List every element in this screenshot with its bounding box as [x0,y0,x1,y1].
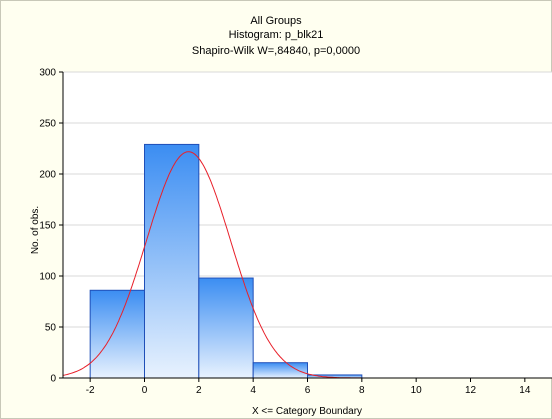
x-tick-label-1: 0 [142,385,148,396]
chart-subtitle: Histogram: p_blk21 [228,29,324,41]
y-tick-label-3: 150 [39,221,56,232]
normal-fit-curve [63,151,552,378]
x-axis-ticks: -2 0 2 4 6 8 10 12 14 [86,378,531,396]
x-tick-label-7: 12 [465,385,477,396]
x-axis-label: X <= Category Boundary [252,406,362,417]
y-tick-label-5: 250 [39,119,56,130]
histogram-bar-0 [89,289,145,379]
chart-test-statistic: Shapiro-Wilk W=,84840, p=0,0000 [191,45,361,57]
x-tick-label-6: 10 [411,385,423,396]
histogram-bar-3 [252,362,309,379]
y-axis-ticks: 0 50 100 150 200 250 300 [39,68,63,385]
x-tick-label-4: 6 [305,385,311,396]
x-tick-label-5: 8 [359,385,365,396]
y-tick-label-6: 300 [39,68,56,79]
y-tick-label-0: 0 [50,374,56,385]
histogram-bar-1 [144,143,200,379]
x-tick-label-8: 14 [519,385,531,396]
x-tick-label-3: 4 [250,385,256,396]
histogram-bar-2 [198,277,254,379]
y-tick-label-1: 50 [45,323,57,334]
y-tick-label-4: 200 [39,170,56,181]
histogram-bars [89,143,363,379]
y-axis-label: No. of obs. [30,206,41,254]
chart-title: All Groups [250,15,302,27]
x-tick-label-2: 2 [196,385,202,396]
x-tick-label-0: -2 [86,385,95,396]
y-tick-label-2: 100 [39,272,56,283]
